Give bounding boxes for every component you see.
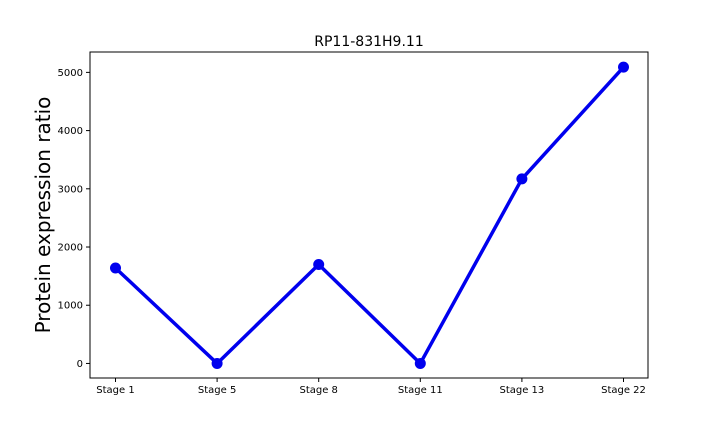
x-tick-label-3: Stage 11 [398,385,443,396]
x-tick-label-1: Stage 5 [198,385,236,396]
data-point-5 [618,61,629,73]
data-point-2 [313,258,325,270]
y-tick-label-3: 3000 [58,184,83,195]
x-tick-label-5: Stage 22 [601,385,646,396]
x-tick-label-2: Stage 8 [299,385,337,396]
y-axis-label: Protein expression ratio [31,97,55,334]
data-point-3 [414,357,426,369]
y-tick-label-1: 1000 [58,301,83,312]
y-tick-label-2: 2000 [58,243,83,254]
x-tick-label-4: Stage 13 [499,385,544,396]
data-point-4 [516,173,528,185]
y-tick-label-5: 5000 [58,68,83,79]
plot-frame [89,51,649,379]
y-tick-label-4: 4000 [58,126,83,137]
y-tick-label-0: 0 [77,359,83,370]
chart-title: RP11-831H9.11 [314,34,423,50]
plot-area: 0 1000 2000 3000 4000 5000 Stage 1 Stage 5 Stage… [58,51,649,396]
x-tick-label-0: Stage 1 [96,385,134,396]
data-point-0 [110,262,121,274]
series-line-0 [113,65,626,366]
data-point-1 [211,357,223,369]
